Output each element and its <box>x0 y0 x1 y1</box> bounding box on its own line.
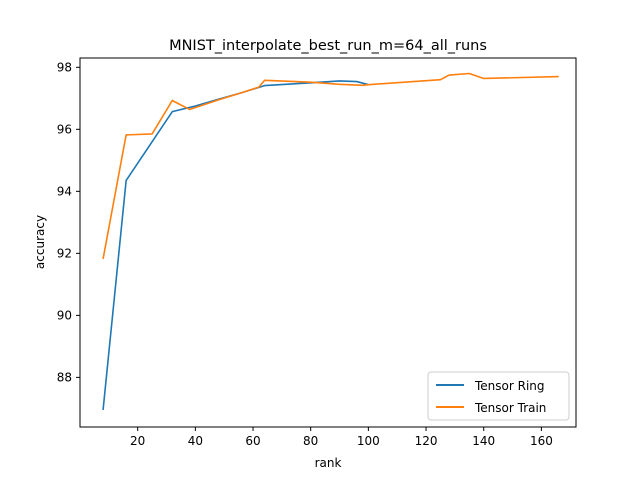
y-tick-label: 96 <box>57 122 72 136</box>
x-tick-label: 60 <box>245 434 260 448</box>
legend-label-tensor-ring: Tensor Ring <box>474 379 545 393</box>
x-tick-label: 120 <box>415 434 438 448</box>
x-axis-label: rank <box>315 456 342 470</box>
y-axis: 88 90 92 94 96 98 <box>57 60 80 384</box>
x-tick-label: 40 <box>188 434 203 448</box>
y-tick-label: 90 <box>57 308 72 322</box>
y-axis-label: accuracy <box>33 215 47 269</box>
y-tick-label: 92 <box>57 246 72 260</box>
plot-frame <box>79 57 577 428</box>
x-axis: 20 40 60 80 100 120 140 160 <box>130 427 553 448</box>
x-tick-label: 140 <box>472 434 495 448</box>
y-tick-label: 94 <box>57 184 72 198</box>
legend-label-tensor-train: Tensor Train <box>474 401 546 415</box>
x-tick-label: 20 <box>130 434 145 448</box>
x-tick-label: 160 <box>530 434 553 448</box>
series-line-tensor-train <box>102 72 559 260</box>
chart-title: MNIST_interpolate_best_run_m=64_all_runs <box>169 38 487 54</box>
y-tick-label: 98 <box>57 60 72 74</box>
y-tick-label: 88 <box>57 370 72 384</box>
plot-area <box>102 72 559 411</box>
x-tick-label: 100 <box>357 434 380 448</box>
x-tick-label: 80 <box>303 434 318 448</box>
legend: Tensor Ring Tensor Train <box>427 371 570 421</box>
